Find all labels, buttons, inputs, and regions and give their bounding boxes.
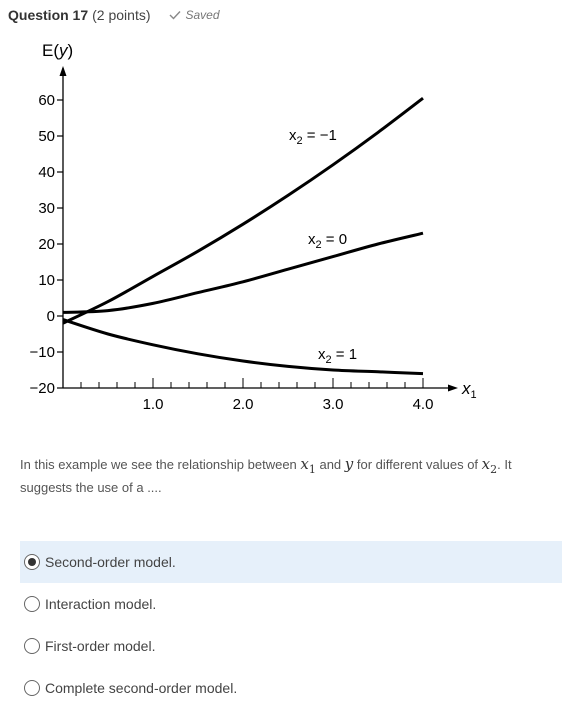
y-tick-label: 60 (38, 92, 55, 109)
saved-status: Saved (169, 8, 220, 22)
series-label-0: x2 = −1 (289, 127, 337, 147)
y-tick-label: −20 (30, 380, 55, 397)
question-text-part: and (315, 457, 345, 472)
radio-button[interactable] (24, 596, 40, 612)
option-first-order[interactable]: First-order model. (20, 625, 562, 667)
question-text-part: In this example we see the relationship … (20, 457, 301, 472)
question-text-part: . It suggests the use of a .... (20, 457, 512, 495)
series-line-0 (62, 97, 424, 325)
y-axis-title: E(y) (42, 41, 73, 60)
saved-label: Saved (185, 8, 220, 22)
option-label: Interaction model. (45, 596, 157, 612)
y-tick-label: 30 (38, 200, 55, 217)
question-text: In this example we see the relationship … (20, 455, 550, 497)
question-points: (2 points) (92, 7, 151, 23)
series-line-2 (62, 318, 424, 376)
y-tick-label: 20 (38, 236, 55, 253)
chart-axes (59, 66, 458, 392)
series-line-1 (62, 231, 424, 314)
answer-options: Second-order model. Interaction model. F… (20, 541, 562, 709)
x-tick-label: 1.0 (143, 396, 164, 413)
series-label-2: x2 = 1 (318, 346, 357, 366)
x-axis-arrow (448, 384, 458, 392)
option-label: Complete second-order model. (45, 680, 238, 696)
check-icon (169, 11, 181, 20)
y-tick-label: 40 (38, 164, 55, 181)
y-tick-label: 10 (38, 272, 55, 289)
var-y: y (344, 455, 354, 473)
var-x2: x2 (481, 455, 498, 476)
option-label: First-order model. (45, 638, 156, 654)
option-second-order[interactable]: Second-order model. (20, 541, 562, 583)
var-x1: x1 (300, 455, 316, 476)
x-axis-title: x1 (461, 379, 477, 401)
question-text-part: for different values of (353, 457, 482, 472)
question-number: Question 17 (8, 7, 89, 23)
y-tick-label: −10 (30, 344, 55, 361)
series-label-1: x2 = 0 (308, 231, 347, 251)
y-tick-label: 0 (47, 308, 55, 325)
y-tick-label: 50 (38, 128, 55, 145)
option-label: Second-order model. (45, 554, 176, 570)
x-tick-label: 2.0 (233, 396, 254, 413)
x-tick-label: 4.0 (413, 396, 434, 413)
chart-ticks: 60 50 40 30 20 10 0 −10 −20 1.0 2.0 3.0 4.0 (30, 92, 434, 413)
chart-labels: E(y) x1 x2 = −1 x2 = 0 x2 = 1 (42, 41, 477, 401)
option-complete-second-order[interactable]: Complete second-order model. (20, 667, 562, 709)
radio-button[interactable] (24, 638, 40, 654)
option-interaction[interactable]: Interaction model. (20, 583, 562, 625)
y-axis-arrow (59, 66, 67, 76)
question-header: Question 17 (2 points) Saved (8, 7, 220, 23)
x-tick-label: 3.0 (323, 396, 344, 413)
chart-series (62, 97, 424, 376)
radio-button[interactable] (24, 680, 40, 696)
chart: 60 50 40 30 20 10 0 −10 −20 1.0 2.0 3.0 4.0 E(y) x1 x2… (30, 41, 477, 413)
radio-button-selected[interactable] (24, 554, 40, 570)
